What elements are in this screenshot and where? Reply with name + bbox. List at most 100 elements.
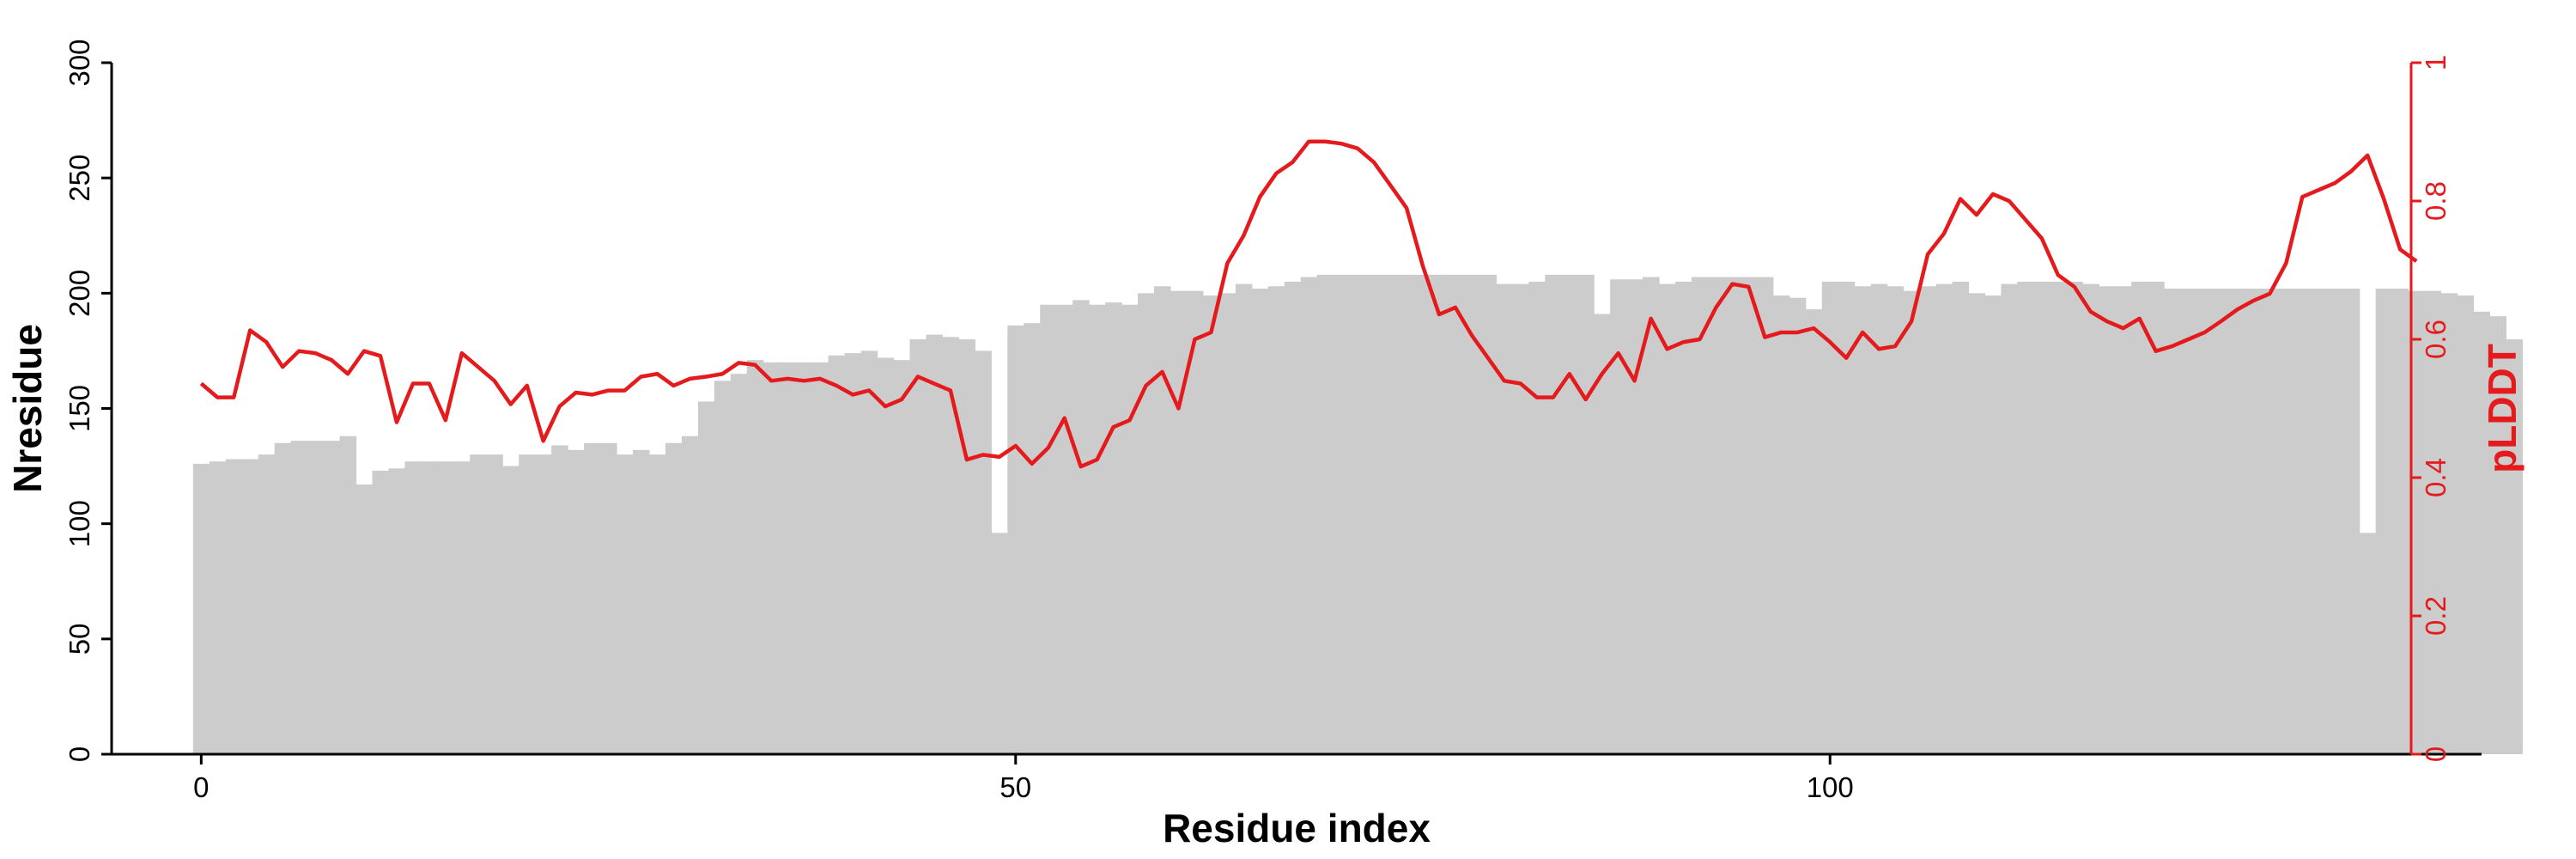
nresidue-bar bbox=[1870, 283, 1888, 755]
nresidue-bar bbox=[1235, 283, 1253, 755]
nresidue-bar bbox=[1496, 283, 1513, 755]
y-tick-label: 50 bbox=[64, 623, 95, 655]
y2-axis-title: pLDDT bbox=[2480, 344, 2524, 473]
nresidue-bar bbox=[2489, 316, 2507, 754]
nresidue-bar bbox=[1723, 277, 1741, 754]
nresidue-bar bbox=[1105, 302, 1122, 755]
nresidue-bar bbox=[1121, 304, 1139, 754]
nresidue-bar bbox=[926, 334, 944, 754]
y2-tick-label: 1 bbox=[2420, 55, 2451, 70]
nresidue-bar bbox=[1479, 274, 1497, 754]
plddt-line-layer bbox=[199, 139, 2418, 469]
nresidue-bar bbox=[1984, 295, 2002, 754]
nresidue-bar bbox=[355, 484, 374, 754]
nresidue-bar bbox=[421, 461, 438, 754]
nresidue-bar bbox=[893, 360, 911, 754]
nresidue-bar bbox=[1805, 309, 1823, 754]
nresidue-bar bbox=[519, 454, 536, 754]
nresidue-bar bbox=[2213, 288, 2230, 754]
nresidue-bar bbox=[1284, 281, 1302, 755]
nresidue-bar bbox=[192, 463, 210, 754]
nresidue-bar bbox=[1707, 277, 1725, 754]
nresidue-bar bbox=[2457, 295, 2475, 754]
nresidue-bar bbox=[1577, 274, 1595, 754]
nresidue-bar bbox=[290, 441, 308, 754]
nresidue-bar bbox=[828, 355, 846, 754]
nresidue-bar bbox=[2196, 288, 2214, 754]
nresidue-bar bbox=[486, 454, 503, 754]
nresidue-bar bbox=[811, 362, 829, 754]
nresidue-bar bbox=[1382, 274, 1400, 754]
y2-tick-label: 0.8 bbox=[2420, 181, 2451, 221]
nresidue-bar bbox=[2017, 281, 2034, 755]
nresidue-bar bbox=[1056, 304, 1073, 754]
y2-tick-label: 0.4 bbox=[2420, 458, 2451, 497]
nresidue-bar bbox=[795, 362, 813, 754]
nresidue-bar bbox=[1561, 274, 1578, 754]
nresidue-bar bbox=[1040, 304, 1057, 754]
nresidue-bar bbox=[339, 436, 357, 754]
nresidue-bar bbox=[568, 449, 585, 754]
nresidue-bar bbox=[1838, 281, 1856, 755]
nresidue-bar bbox=[2131, 281, 2148, 755]
y2-tick-label: 0.2 bbox=[2420, 596, 2451, 636]
nresidue-bar bbox=[1186, 290, 1204, 754]
nresidue-bar bbox=[2099, 286, 2116, 754]
y-tick-label: 150 bbox=[64, 385, 95, 432]
nresidue-bar bbox=[1154, 286, 1171, 754]
nresidue-bar bbox=[958, 339, 975, 754]
x-axis-title: Residue index bbox=[1163, 806, 1431, 850]
nresidue-bar bbox=[1952, 281, 1970, 755]
nresidue-bar bbox=[1594, 314, 1611, 754]
nresidue-bar bbox=[453, 461, 471, 754]
nresidue-bar bbox=[681, 436, 699, 754]
nresidue-bar bbox=[2310, 288, 2328, 754]
nresidue-bar bbox=[762, 362, 781, 754]
x-tick-label: 50 bbox=[999, 771, 1031, 803]
nresidue-bar bbox=[209, 461, 227, 754]
nresidue-bar bbox=[2228, 288, 2246, 754]
nresidue-bar bbox=[1300, 277, 1318, 754]
nresidue-bar bbox=[470, 454, 487, 754]
nresidue-bar bbox=[1903, 290, 1921, 754]
nresidue-bar bbox=[1659, 283, 1676, 755]
y-tick-label: 0 bbox=[64, 746, 95, 762]
nresidue-bar bbox=[1218, 293, 1236, 754]
nresidue-bar bbox=[502, 466, 519, 754]
nresidue-bars bbox=[192, 274, 2524, 755]
nresidue-bar bbox=[1512, 283, 1529, 755]
y2-tick-label: 0.6 bbox=[2420, 320, 2451, 359]
nresidue-bar bbox=[633, 449, 650, 754]
nresidue-bar bbox=[1414, 274, 1432, 754]
y-axis-title: Nresidue bbox=[5, 324, 50, 493]
nresidue-bar bbox=[1643, 277, 1660, 754]
nresidue-bar bbox=[2375, 288, 2393, 754]
y-tick-label: 100 bbox=[64, 500, 95, 547]
x-tick-label: 0 bbox=[193, 771, 209, 803]
nresidue-bar bbox=[617, 454, 634, 754]
nresidue-bar bbox=[697, 401, 715, 754]
y-tick-label: 200 bbox=[64, 270, 95, 317]
nresidue-bar bbox=[1089, 304, 1106, 754]
nresidue-bar bbox=[2359, 533, 2377, 754]
nresidue-bar bbox=[648, 454, 666, 754]
nresidue-bar bbox=[860, 350, 878, 754]
nresidue-bar bbox=[274, 442, 292, 754]
nresidue-bar bbox=[1675, 281, 1692, 755]
nresidue-bar bbox=[1398, 274, 1416, 754]
nresidue-bar bbox=[600, 442, 617, 754]
nresidue-bar bbox=[2506, 339, 2524, 754]
nresidue-bar bbox=[714, 381, 732, 754]
nresidue-bar bbox=[388, 468, 406, 754]
nresidue-bar bbox=[2261, 288, 2279, 754]
nresidue-bar bbox=[2326, 288, 2344, 754]
axes: 0 50 100 0 50 100 150 200 250 300 0 0.2 0.4 0.6 0.8 1 bbox=[64, 39, 2482, 803]
nresidue-bar bbox=[1545, 274, 1562, 754]
nresidue-bar bbox=[258, 454, 276, 754]
nresidue-bar bbox=[877, 357, 895, 754]
nresidue-bar bbox=[1935, 283, 1953, 755]
nresidue-bar bbox=[2082, 283, 2099, 755]
nresidue-bar bbox=[1740, 277, 1758, 754]
nresidue-bar bbox=[909, 339, 927, 754]
